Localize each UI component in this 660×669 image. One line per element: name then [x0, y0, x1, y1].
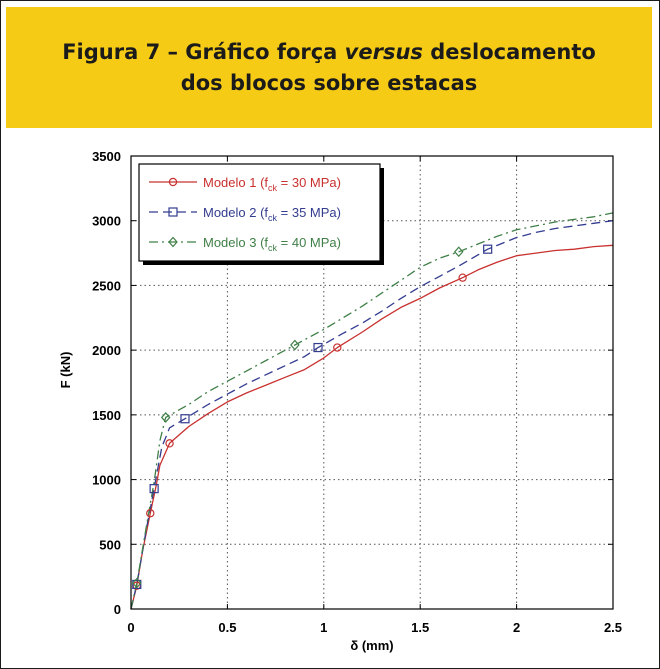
series-3-marker — [290, 339, 300, 351]
series-line-1 — [130, 244, 614, 610]
legend-marker-3 — [168, 236, 178, 248]
series-3-marker — [453, 246, 464, 258]
x-tick-label: 1.5 — [411, 620, 429, 635]
y-tick-label: 3500 — [92, 149, 121, 164]
series-2-marker — [149, 484, 159, 494]
caption-line-1: Figura 7 – Gráfico força versus deslocam… — [62, 37, 596, 68]
legend: Modelo 1 (fck = 30 MPa) Modelo 2 (fck = 3… — [138, 163, 384, 265]
plot-area-border — [130, 155, 614, 610]
x-tick-label: 2 — [513, 620, 520, 635]
caption-text-versus: versus — [344, 39, 423, 64]
series-2-marker — [313, 342, 323, 353]
caption-text-a: Figura 7 – Gráfico força — [62, 39, 345, 64]
series-markers — [131, 244, 493, 590]
x-tick-label: 2.5 — [604, 620, 622, 635]
legend-label-3: Modelo 3 (fck = 40 MPa) — [203, 235, 341, 253]
caption-text-c: deslocamento — [422, 39, 596, 64]
y-tick-label: 3000 — [92, 214, 121, 229]
y-tick-label: 1000 — [92, 473, 121, 488]
x-tick-label: 0.5 — [218, 620, 236, 635]
grid-lines — [130, 155, 614, 610]
tick-labels: 0 0.5 1 1.5 2 2.5 0 500 1000 1500 2000 2500 3000 3500 — [92, 149, 622, 635]
series-3-marker — [131, 577, 142, 589]
y-tick-label: 0 — [114, 602, 121, 617]
legend-label-1: Modelo 1 (fck = 30 MPa) — [203, 175, 341, 193]
y-tick-label: 1500 — [92, 408, 121, 423]
y-tick-label: 2000 — [92, 343, 121, 358]
series-lines — [130, 212, 614, 610]
x-tick-label: 0 — [127, 620, 134, 635]
series-1-marker — [146, 509, 155, 518]
series-line-2 — [130, 220, 614, 610]
figure-caption-banner: Figura 7 – Gráfico força versus deslocam… — [6, 7, 652, 128]
legend-label-2: Modelo 2 (fck = 35 MPa) — [203, 205, 341, 223]
series-line-3 — [130, 212, 614, 610]
series-2-marker — [180, 414, 190, 424]
series-2-marker — [483, 244, 493, 254]
y-tick-label: 2500 — [92, 278, 121, 293]
series-3-marker — [160, 412, 171, 423]
y-axis-label: F (kN) — [58, 352, 73, 389]
series-1-marker — [333, 343, 342, 352]
legend-marker-1 — [168, 177, 178, 187]
series-1-marker — [165, 439, 174, 448]
caption-line-2: dos blocos sobre estacas — [180, 70, 478, 95]
x-tick-label: 1 — [320, 620, 327, 635]
legend-marker-2 — [168, 207, 178, 217]
y-tick-label: 500 — [99, 537, 121, 552]
x-axis-label: δ (mm) — [350, 638, 393, 653]
series-1-marker — [458, 273, 467, 282]
